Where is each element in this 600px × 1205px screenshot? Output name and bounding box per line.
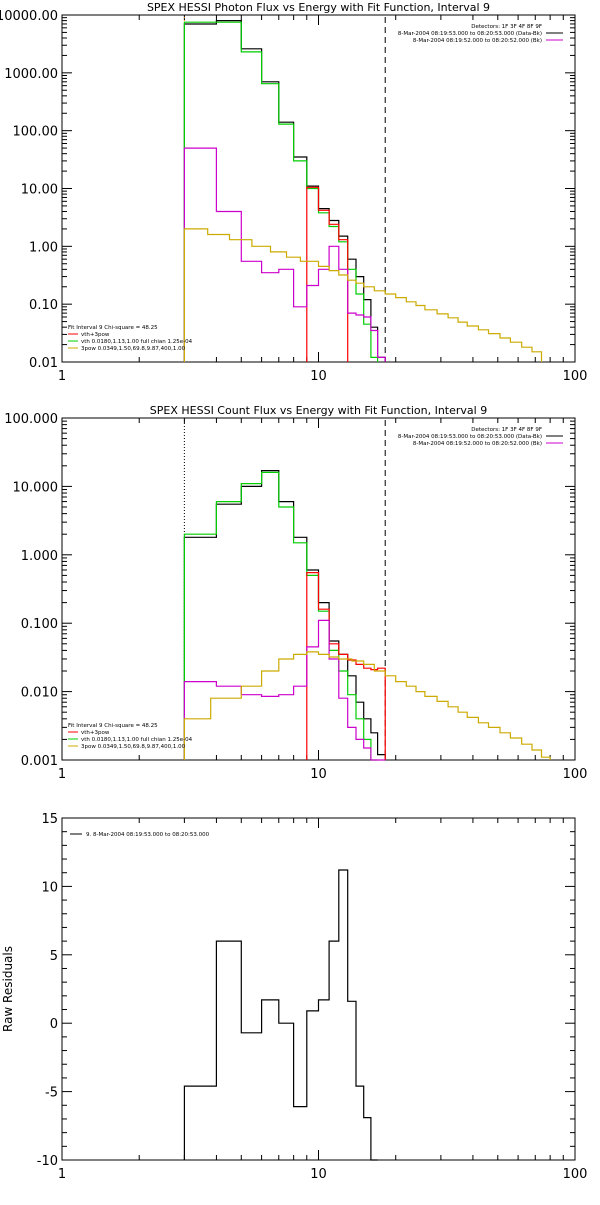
- chart1-y-tick-label: 1000.00: [4, 67, 58, 82]
- chart2-series-1-histogram: [183, 471, 378, 761]
- chart1-series-2-histogram: [306, 186, 349, 362]
- chart1-x-tick-label: 100: [563, 369, 588, 384]
- chart2-x-tick-label: 1: [58, 767, 66, 782]
- chart1-series-0-histogram: [183, 20, 386, 362]
- chart2-series-2-histogram: [306, 572, 386, 760]
- chart1-y-tick-label: 0.10: [29, 298, 58, 313]
- chart1-series-1-histogram: [183, 21, 379, 362]
- chart1-y-tick-label: 10000.00: [0, 9, 58, 24]
- chart2-y-tick-label: 0.001: [21, 754, 58, 769]
- chart1-legend-right-text: 8-Mar-2004 08:19:53.000 to 08:20:53.000 …: [398, 31, 542, 37]
- chart1-x-tick-label: 10: [310, 369, 327, 384]
- chart2-y-tick-label: 0.100: [21, 617, 58, 632]
- chart1-title: SPEX HESSI Photon Flux vs Energy with Fi…: [147, 1, 490, 14]
- chart3-x-tick-label: 100: [563, 1167, 588, 1182]
- chart2-legend-right-text: 8-Mar-2004 08:19:52.000 to 08:20:52.000 …: [413, 441, 542, 447]
- chart2-series-4-histogram: [183, 651, 551, 760]
- chart3-plot-frame: [61, 817, 576, 1161]
- chart1-legend-left-text: vth+3pow: [81, 332, 110, 338]
- chart3-y-tick-label: 0: [50, 1017, 58, 1032]
- chart3-y-tick-label: 5: [50, 949, 58, 964]
- chart3-x-tick-label: 1: [58, 1167, 66, 1182]
- chart2-y-tick-label: 10.000: [13, 480, 59, 495]
- chart3-y-tick-label: -10: [37, 1154, 58, 1169]
- chart2-y-tick-label: 100.000: [4, 412, 58, 427]
- chart3-y-tick-label: -5: [45, 1086, 58, 1101]
- chart1-y-tick-label: 0.01: [29, 356, 58, 371]
- chart1-legend-left-text: 3pow 0.0349,1.50,69.8,9.87,400,1.00: [81, 346, 186, 352]
- chart2-legend-left-text: Fit Interval 9 Chi-square = 48.25: [68, 723, 158, 729]
- chart2-legend-left-text: vth 0.0180,1.13,1.00 full chian 1.25e-04: [81, 737, 193, 743]
- chart3-y-tick-label: 10: [41, 880, 58, 895]
- chart2-legend-right-text: Detectors: 1F 3F 4F 8F 9F: [471, 427, 542, 433]
- chart1-y-tick-label: 1.00: [29, 240, 58, 255]
- chart3-series-0-histogram: [183, 869, 378, 1161]
- chart3-y-axis-label: Raw Residuals: [1, 946, 15, 1032]
- chart3-y-tick-label: 15: [41, 812, 58, 827]
- chart1-legend-left-text: Fit Interval 9 Chi-square = 48.25: [68, 325, 158, 331]
- chart2-legend-left-text: vth+3pow: [81, 730, 110, 736]
- chart1-legend-right-text: 8-Mar-2004 08:19:52.000 to 08:20:52.000 …: [413, 38, 542, 44]
- chart2-series-0-histogram: [183, 470, 386, 760]
- chart2-legend-right-text: 8-Mar-2004 08:19:53.000 to 08:20:53.000 …: [398, 434, 542, 440]
- chart1-y-tick-label: 10.00: [21, 183, 58, 198]
- chart1-series-4-histogram: [183, 228, 543, 362]
- chart2-x-tick-label: 100: [563, 767, 588, 782]
- chart1-legend-right-text: Detectors: 1F 3F 4F 8F 9F: [471, 24, 542, 30]
- chart1-legend-left-text: vth 0.0180,1.13,1.00 full chian 1.25e-04: [81, 339, 193, 345]
- chart2-y-tick-label: 0.010: [21, 686, 58, 701]
- chart1-series-3-histogram: [183, 147, 386, 362]
- chart2-series-3-histogram: [183, 619, 386, 761]
- chart2-legend-left-text: 3pow 0.0349,1.50,69.8,9.87,400,1.00: [81, 744, 186, 750]
- chart1-y-tick-label: 100.00: [13, 125, 59, 140]
- chart2-x-tick-label: 10: [310, 767, 327, 782]
- chart2-title: SPEX HESSI Count Flux vs Energy with Fit…: [150, 404, 487, 417]
- chart3-legend-text: 9. 8-Mar-2004 08:19:53.000 to 08:20:53.0…: [86, 832, 210, 838]
- chart3-x-tick-label: 10: [310, 1167, 327, 1182]
- chart1-x-tick-label: 1: [58, 369, 66, 384]
- chart2-y-tick-label: 1.000: [21, 549, 58, 564]
